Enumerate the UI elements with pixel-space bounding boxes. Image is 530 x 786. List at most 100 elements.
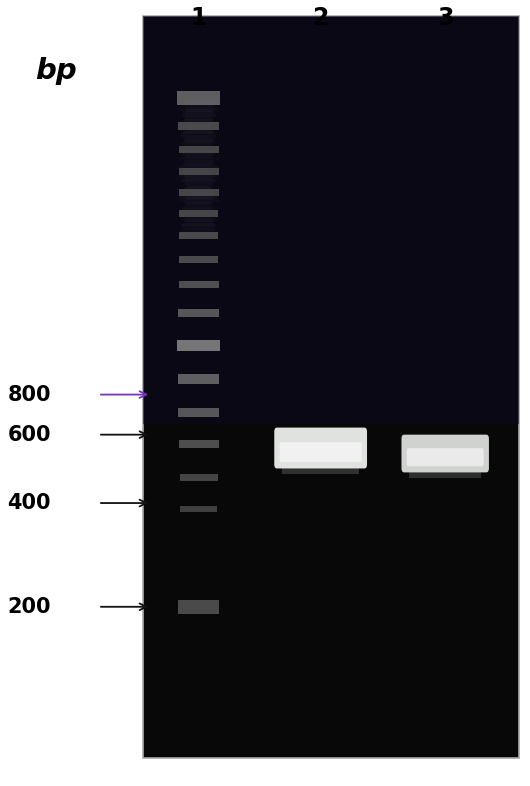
Bar [183, 168, 215, 171]
Bar [178, 91, 220, 105]
Bar [184, 160, 214, 163]
Bar [143, 16, 519, 424]
Bar [184, 194, 213, 197]
Bar [178, 340, 220, 351]
Bar [187, 99, 211, 102]
Bar [185, 140, 213, 143]
Bar [179, 255, 218, 263]
Bar [179, 210, 218, 217]
Bar [186, 112, 211, 116]
Bar [185, 180, 213, 183]
Bar [179, 145, 218, 152]
Bar [179, 150, 218, 153]
Bar [181, 146, 217, 149]
Bar [182, 152, 215, 155]
Bar [183, 131, 214, 134]
Bar [179, 281, 218, 288]
Bar [182, 226, 215, 229]
Bar [185, 221, 213, 224]
Bar [183, 163, 214, 167]
Text: 600: 600 [7, 424, 51, 445]
Text: 400: 400 [7, 493, 51, 513]
Bar [186, 231, 211, 234]
Bar [179, 156, 218, 160]
FancyBboxPatch shape [407, 448, 483, 466]
Bar [179, 409, 219, 417]
Bar [179, 122, 219, 130]
Bar [409, 468, 481, 478]
Bar [180, 230, 217, 233]
Bar [187, 202, 211, 205]
Bar [186, 106, 211, 109]
Bar [179, 108, 218, 111]
Bar [186, 209, 211, 212]
Bar [184, 197, 213, 200]
Bar [183, 208, 214, 211]
Bar [187, 185, 210, 189]
Bar [182, 153, 215, 156]
Bar [187, 128, 210, 131]
Bar [187, 136, 210, 139]
Bar [179, 308, 219, 317]
Bar [184, 192, 214, 195]
Bar [186, 155, 212, 158]
Bar [186, 143, 212, 146]
Bar [182, 102, 215, 105]
Bar [179, 168, 218, 174]
Bar [181, 133, 216, 136]
Bar [187, 172, 211, 175]
Bar [184, 200, 214, 204]
Bar [178, 374, 219, 384]
Bar [184, 177, 213, 180]
Bar [180, 148, 218, 151]
FancyBboxPatch shape [402, 435, 489, 472]
Bar [182, 222, 215, 226]
Bar [187, 162, 210, 165]
Bar [182, 233, 216, 236]
Bar [179, 167, 218, 170]
Bar [185, 158, 213, 161]
Bar [182, 114, 216, 117]
Bar [180, 206, 217, 209]
Bar [179, 165, 218, 168]
Bar [184, 119, 214, 123]
Bar [181, 134, 217, 138]
Bar [183, 184, 215, 187]
Text: 200: 200 [7, 597, 51, 617]
Bar [184, 182, 213, 185]
Bar [184, 104, 213, 107]
Bar [184, 174, 213, 177]
Bar [185, 118, 213, 121]
Bar [181, 212, 217, 215]
Bar [183, 228, 215, 231]
Bar [184, 190, 213, 193]
Bar [186, 204, 211, 207]
Bar [186, 215, 211, 219]
Bar [282, 465, 359, 474]
Text: bp: bp [35, 57, 76, 85]
Bar [143, 16, 519, 758]
Bar [183, 111, 214, 114]
Bar [187, 123, 211, 126]
Bar [183, 138, 214, 141]
Bar [185, 214, 213, 217]
Text: 2: 2 [313, 6, 329, 31]
Bar [185, 145, 213, 148]
Bar [179, 189, 218, 192]
Bar [179, 233, 218, 239]
Bar [180, 474, 218, 481]
Bar [186, 170, 212, 173]
Bar [181, 178, 216, 182]
Bar [184, 219, 214, 222]
Bar [184, 130, 213, 133]
Bar [186, 109, 212, 112]
Text: 3: 3 [437, 6, 454, 31]
FancyBboxPatch shape [280, 443, 361, 462]
Bar [187, 126, 211, 129]
Bar [180, 175, 218, 178]
Bar [181, 218, 217, 221]
Bar [179, 189, 218, 196]
Bar [178, 600, 219, 614]
Bar [179, 440, 218, 448]
Bar [183, 211, 214, 214]
